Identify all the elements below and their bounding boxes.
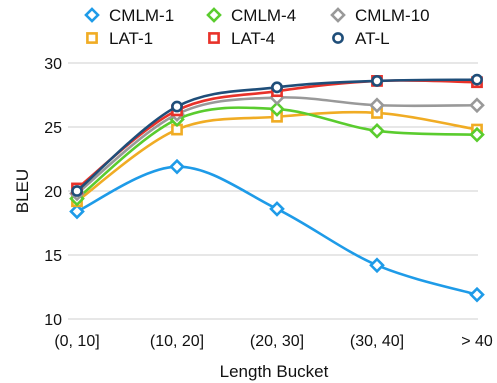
y-tick-label: 30 — [44, 56, 62, 73]
data-point-cmlm-10 — [469, 97, 485, 114]
legend-label: CMLM-10 — [355, 6, 430, 25]
legend-item-cmlm-4: CMLM-4 — [206, 6, 296, 25]
data-point-at-l — [371, 75, 383, 87]
y-axis-title: BLEU — [13, 169, 32, 213]
legend-marker-cmlm-10 — [330, 7, 346, 23]
data-point-at-l — [271, 81, 283, 94]
x-tick-label: (20, 30] — [250, 333, 304, 350]
data-point-cmlm-1 — [269, 201, 285, 217]
series-cmlm-4 — [69, 101, 485, 207]
data-point-at-l — [171, 100, 183, 113]
legend-item-lat-4: LAT-4 — [208, 29, 275, 48]
legend-item-cmlm-1: CMLM-1 — [84, 6, 174, 25]
series-line-lat-1 — [76, 110, 478, 203]
x-axis-title: Length Bucket — [220, 362, 329, 381]
legend-label: AT-L — [355, 29, 390, 48]
data-point-cmlm-4 — [369, 123, 385, 139]
data-point-cmlm-1 — [369, 257, 385, 274]
legend-marker-cmlm-4 — [206, 7, 222, 23]
legend-item-lat-1: LAT-1 — [86, 29, 153, 48]
series-at-l — [71, 73, 483, 197]
data-point-cmlm-1 — [469, 286, 485, 303]
data-point-at-l — [471, 73, 483, 86]
data-point-cmlm-1 — [169, 158, 185, 175]
series-layer — [69, 73, 485, 303]
legend-item-at-l: AT-L — [332, 29, 390, 48]
y-tick-label: 20 — [44, 184, 62, 201]
x-tick-label: (10, 20] — [150, 333, 204, 350]
legend-marker-lat-1 — [86, 32, 98, 44]
y-tick-label: 15 — [44, 248, 62, 265]
legend-label: LAT-1 — [109, 29, 153, 48]
x-tick-label: (0, 10] — [54, 333, 99, 350]
data-point-cmlm-1 — [69, 203, 85, 220]
legend-marker-at-l — [332, 32, 344, 44]
y-tick-label: 10 — [44, 312, 62, 329]
legend: CMLM-1 CMLM-4 CMLM-10 LAT-1 LAT-4 AT-L — [84, 6, 430, 48]
gridlines — [68, 62, 478, 320]
legend-marker-lat-4 — [208, 32, 220, 44]
axes: 10 15 20 25 30 (0, 10] (10, 20] (20, 30] (30, 40… — [44, 56, 493, 350]
data-point-cmlm-10 — [369, 97, 385, 114]
data-point-at-l — [71, 185, 83, 197]
series-line-cmlm-1 — [76, 165, 478, 296]
legend-label: CMLM-4 — [231, 6, 296, 25]
legend-label: CMLM-1 — [109, 6, 174, 25]
series-cmlm-1 — [69, 158, 485, 303]
x-tick-label: (30, 40] — [350, 333, 404, 350]
data-point-cmlm-4 — [269, 101, 285, 117]
legend-label: LAT-4 — [231, 29, 275, 48]
x-tick-label: > 40 — [461, 333, 493, 350]
legend-item-cmlm-10: CMLM-10 — [330, 6, 430, 25]
y-tick-label: 25 — [44, 120, 62, 137]
data-point-cmlm-4 — [469, 126, 485, 143]
legend-marker-cmlm-1 — [84, 7, 100, 23]
